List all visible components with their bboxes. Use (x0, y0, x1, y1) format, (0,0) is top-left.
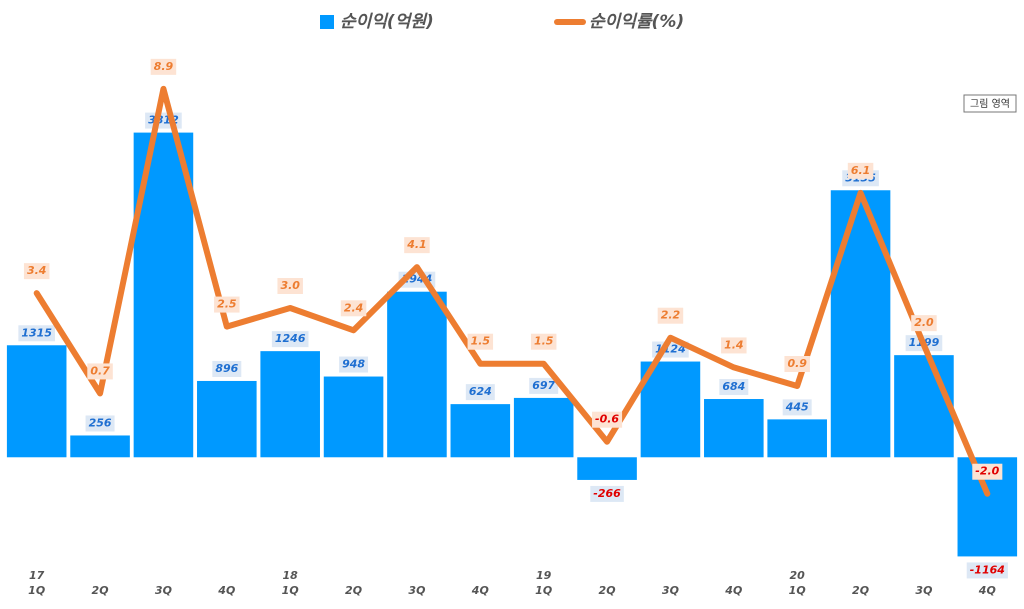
bar-label: -266 (593, 487, 621, 500)
x-tick-label: 1Q (28, 584, 45, 597)
x-group-label: 17 (29, 569, 45, 582)
x-tick-label: 3Q (408, 584, 425, 597)
line-label-bg (214, 296, 240, 313)
bar-label: 256 (89, 416, 112, 429)
bar-label: 624 (469, 385, 492, 398)
bar (197, 380, 257, 458)
x-tick-label: 4Q (471, 584, 489, 597)
bar (6, 345, 67, 458)
x-group-label: 18 (283, 569, 299, 582)
bar-label: 1315 (21, 326, 52, 339)
line-label: 1.4 (724, 338, 744, 351)
bar-label-bg (18, 325, 55, 342)
x-tick-label: 4Q (978, 584, 996, 597)
line-label-bg (972, 463, 1003, 480)
line-label-bg (721, 337, 747, 354)
bar (830, 190, 891, 458)
line-label: -0.6 (595, 413, 619, 426)
x-tick-label: 2Q (852, 584, 869, 597)
tooltip-text: 그림 영역 (970, 98, 1010, 110)
tooltip: 그림 영역 (963, 94, 1017, 113)
bar-label-bg (966, 562, 1008, 579)
bar (260, 351, 320, 458)
x-tick-label: 4Q (724, 584, 742, 597)
bar (704, 399, 764, 458)
line-label-bg (277, 278, 303, 294)
line-label: 8.9 (154, 60, 174, 73)
line-label-bg (847, 162, 874, 179)
line-label: 2.4 (344, 301, 364, 314)
line-label: 2.5 (217, 298, 237, 311)
line-label: 2.0 (914, 316, 934, 329)
x-tick-label: 3Q (662, 584, 679, 597)
bar-label: 697 (532, 379, 555, 392)
bar-label: 948 (342, 358, 365, 371)
bar-label: 1246 (275, 332, 306, 345)
line-label: 1.5 (534, 335, 554, 348)
bar-label: 684 (722, 380, 745, 393)
x-tick-label: 4Q (217, 584, 235, 597)
bar-label-bg (529, 377, 559, 394)
bar-label-bg (85, 415, 115, 432)
bar (513, 397, 574, 458)
x-tick-label: 2Q (92, 584, 109, 597)
line-label: 3.0 (280, 279, 300, 292)
bar-label-bg (465, 384, 495, 401)
bar-label: 896 (215, 362, 238, 375)
bar-label-bg (339, 356, 369, 373)
line-label-bg (23, 263, 50, 280)
line-label-bg (784, 356, 810, 372)
x-group-label: 19 (536, 569, 552, 582)
line-label-bg (340, 300, 367, 317)
legend-label: 순이익(억원) (340, 12, 434, 32)
bar (70, 435, 130, 458)
line-label-bg (530, 333, 557, 350)
bar (577, 457, 637, 480)
x-tick-label: 3Q (155, 584, 172, 597)
x-tick-label: 1Q (282, 584, 299, 597)
x-tick-label: 3Q (915, 584, 932, 597)
bar-label-bg (782, 399, 812, 416)
line-label: 4.1 (406, 238, 427, 251)
line-label: 3.4 (27, 264, 47, 277)
x-group-label: 20 (790, 569, 806, 582)
line-label: 0.7 (90, 364, 110, 377)
bar (767, 419, 827, 458)
line-label-bg (467, 333, 494, 350)
bar (640, 361, 701, 458)
line-label-bg (911, 315, 937, 332)
x-tick-label: 1Q (535, 584, 552, 597)
line-label: 2.2 (661, 309, 681, 322)
line (33, 85, 991, 497)
x-tick-label: 2Q (345, 584, 362, 597)
bar (450, 404, 511, 458)
bar-label-bg (719, 379, 749, 396)
legend-label: 순이익률(%) (589, 12, 684, 32)
bar-label: -1164 (970, 563, 1005, 576)
line-label: 0.9 (787, 357, 807, 370)
line-label-bg (592, 411, 623, 428)
line-label-bg (404, 237, 430, 254)
bar (387, 291, 447, 458)
line-label: -2.0 (975, 465, 999, 478)
bar-label: 445 (785, 400, 809, 413)
bar (323, 376, 384, 458)
line-label: 6.1 (851, 164, 871, 177)
line-label-bg (87, 363, 113, 380)
bar-label-bg (212, 360, 242, 377)
legend-swatch (320, 15, 334, 29)
line-label: 1.5 (471, 335, 491, 348)
line-label-bg (150, 58, 177, 75)
bar (894, 355, 954, 458)
x-tick-label: 2Q (599, 584, 616, 597)
bar-label-bg (590, 485, 624, 502)
x-tick-label: 1Q (789, 584, 806, 597)
tooltip-box (963, 94, 1017, 113)
line-label-bg (657, 307, 684, 324)
bar-label-bg (271, 331, 309, 348)
